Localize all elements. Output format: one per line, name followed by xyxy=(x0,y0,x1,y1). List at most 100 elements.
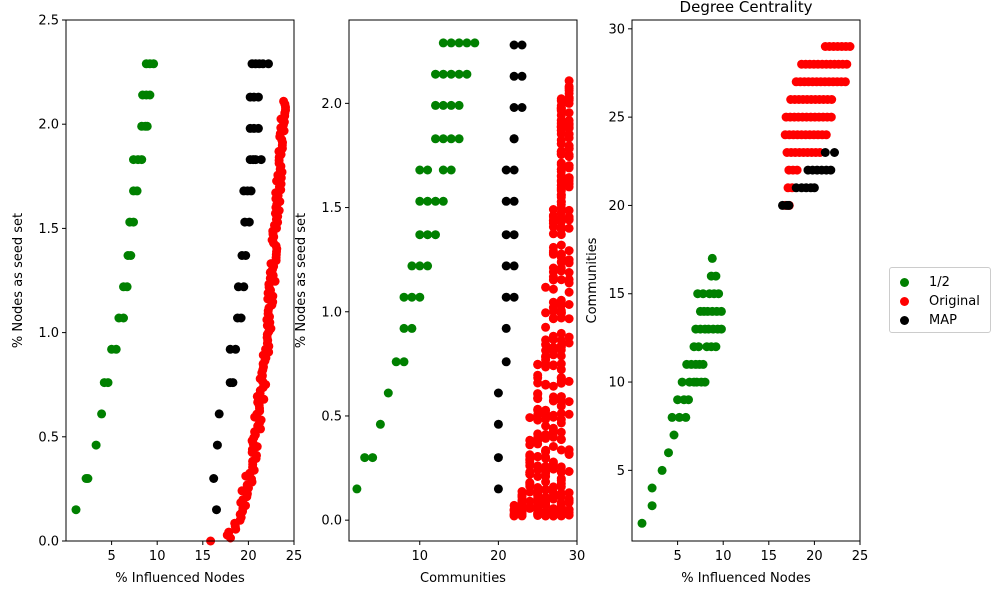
point-orig xyxy=(564,108,574,118)
point-orig xyxy=(564,152,574,162)
point-map xyxy=(231,344,241,354)
point-orig xyxy=(556,177,566,187)
point-map xyxy=(509,165,519,175)
point-orig xyxy=(548,464,558,474)
point-map xyxy=(501,323,511,333)
point-orig xyxy=(564,205,574,215)
point-orig xyxy=(556,196,566,206)
point-map xyxy=(820,148,830,157)
x-tick-label: 25 xyxy=(852,549,869,564)
point-orig xyxy=(533,498,543,508)
point-half xyxy=(647,483,657,493)
point-half xyxy=(415,196,425,206)
point-orig xyxy=(556,225,566,234)
point-orig xyxy=(541,509,551,519)
legend-marker-original xyxy=(900,296,909,306)
point-orig xyxy=(548,410,558,420)
point-map xyxy=(509,261,519,271)
legend-item-original: Original xyxy=(900,291,980,311)
point-half xyxy=(664,448,673,458)
point-half xyxy=(438,100,448,110)
point-map xyxy=(244,217,254,227)
point-orig xyxy=(556,462,566,472)
point-half xyxy=(454,38,464,48)
point-orig xyxy=(541,485,551,495)
point-half xyxy=(431,134,440,144)
point-orig xyxy=(533,415,543,425)
point-orig xyxy=(541,408,551,418)
point-orig xyxy=(556,445,566,455)
axes-frame xyxy=(631,19,861,542)
point-orig xyxy=(564,376,574,386)
point-half xyxy=(407,292,417,302)
point-half xyxy=(129,217,138,227)
point-half xyxy=(423,165,433,175)
point-orig xyxy=(564,115,574,125)
point-orig xyxy=(556,240,566,250)
point-half xyxy=(111,344,121,354)
point-map xyxy=(246,186,256,196)
point-orig xyxy=(541,322,551,332)
point-orig xyxy=(548,360,558,370)
point-orig xyxy=(556,186,566,196)
point-orig xyxy=(556,96,566,106)
point-orig xyxy=(525,413,535,423)
point-half xyxy=(669,430,679,440)
point-orig xyxy=(556,158,566,168)
x-tick-label: 10 xyxy=(149,549,166,564)
point-orig xyxy=(564,278,574,288)
point-orig xyxy=(564,467,574,476)
x-tick-label: 20 xyxy=(806,549,823,564)
point-map xyxy=(809,183,819,193)
point-orig xyxy=(556,252,566,262)
point-half xyxy=(137,155,147,165)
point-orig xyxy=(533,370,543,380)
point-orig xyxy=(525,481,535,491)
point-half xyxy=(415,292,425,302)
point-half xyxy=(149,59,159,69)
point-half xyxy=(698,359,708,369)
point-half xyxy=(462,38,472,48)
point-half xyxy=(647,501,657,511)
point-orig xyxy=(548,212,558,222)
axes-frame xyxy=(65,19,295,542)
x-tick-label: 15 xyxy=(761,549,778,564)
point-map xyxy=(212,440,222,450)
point-half xyxy=(700,377,710,387)
point-orig xyxy=(541,445,551,455)
point-orig xyxy=(541,346,551,355)
point-half xyxy=(716,306,726,316)
point-orig xyxy=(548,284,558,294)
point-half xyxy=(674,412,684,422)
point-orig xyxy=(556,359,566,369)
point-orig xyxy=(548,306,558,316)
point-map xyxy=(830,148,839,157)
point-map xyxy=(209,474,219,483)
point-orig xyxy=(548,505,558,515)
point-orig xyxy=(224,527,234,537)
point-orig xyxy=(541,380,551,390)
point-map xyxy=(509,103,519,112)
point-map xyxy=(826,165,836,175)
point-half xyxy=(97,409,107,419)
point-orig xyxy=(564,88,574,98)
point-orig xyxy=(556,408,566,418)
point-orig xyxy=(564,314,574,324)
point-orig xyxy=(564,255,574,265)
point-half xyxy=(454,134,464,144)
point-orig xyxy=(840,77,850,87)
x-tick-label: 20 xyxy=(240,549,257,564)
point-orig xyxy=(541,421,551,431)
point-map xyxy=(509,292,519,302)
legend-item-map: MAP xyxy=(900,310,957,330)
point-half xyxy=(446,134,456,144)
scatter-points xyxy=(637,42,855,528)
y-tick-label: 1.5 xyxy=(321,201,342,216)
point-orig xyxy=(556,300,566,310)
point-half xyxy=(667,412,677,422)
chart-title: Degree Centrality xyxy=(680,0,813,16)
point-orig xyxy=(541,282,551,292)
point-half xyxy=(423,261,433,271)
point-orig xyxy=(556,328,566,338)
point-half xyxy=(415,230,425,240)
